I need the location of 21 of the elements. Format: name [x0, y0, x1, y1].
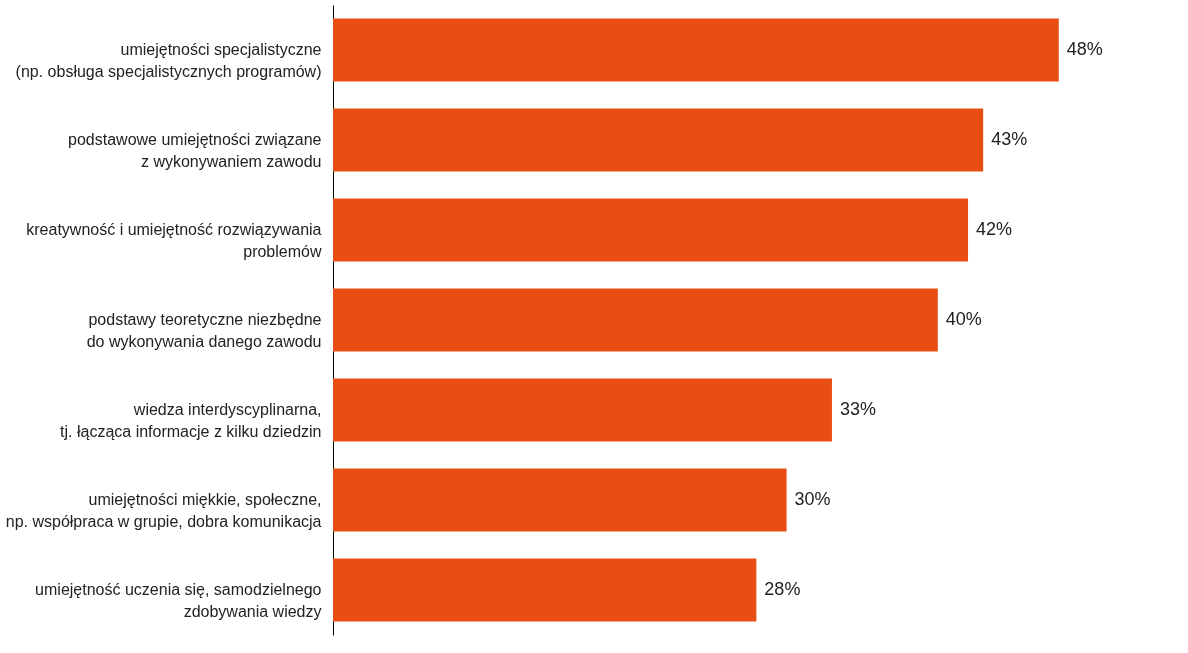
bar: [333, 108, 984, 172]
data-label: 40%: [945, 309, 982, 329]
bar: [333, 378, 832, 442]
bar: [333, 18, 1059, 82]
y-tick-label: umiejętności miękkie, społeczne, np. współpraca w grupie, dobra komunikacja: [5, 491, 322, 530]
data-label: 30%: [794, 489, 831, 509]
y-tick-label: podstawy teoretyczne niezbędne do wykonywania danego zawodu: [86, 311, 322, 350]
data-label: 28%: [764, 579, 801, 599]
y-tick-label: umiejętności specjalistyczne (np. obsługa specjalistycznych programów): [15, 41, 322, 80]
bar: [333, 468, 787, 532]
bar: [333, 198, 969, 262]
bar: [333, 288, 938, 352]
data-label: 43%: [991, 129, 1028, 149]
y-tick-label: wiedza interdyscyplinarna, tj. łącząca informacje z kilku dziedzin: [60, 401, 322, 440]
data-label: 42%: [976, 219, 1013, 239]
y-tick-label: kreatywność i umiejętność rozwiązywania problemów: [26, 221, 322, 260]
y-tick-label: umiejętność uczenia się, samodzielnego zdobywania wiedzy: [35, 581, 322, 620]
data-label: 33%: [839, 399, 876, 419]
bar: [333, 558, 757, 622]
data-label: 48%: [1066, 39, 1103, 59]
y-tick-label: podstawowe umiejętności związane z wykonywaniem zawodu: [68, 131, 322, 170]
